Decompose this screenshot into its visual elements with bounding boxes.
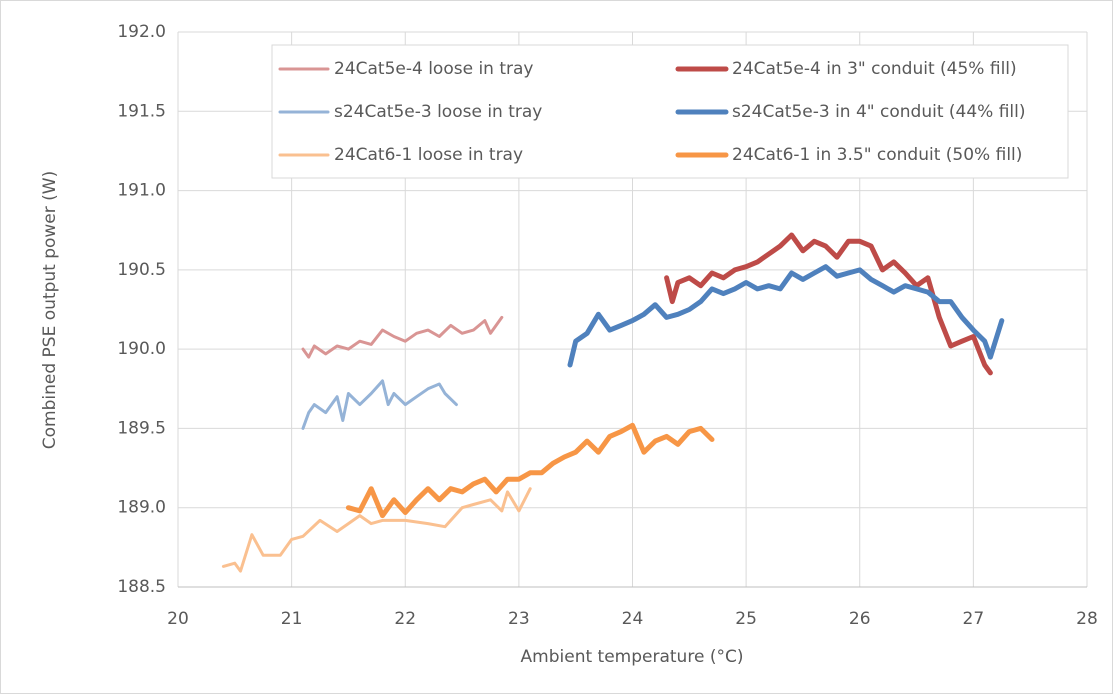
legend-label: 24Cat6-1 in 3.5" conduit (50% fill) <box>732 145 1022 165</box>
legend-label: 24Cat5e-4 loose in tray <box>334 59 534 79</box>
y-axis-title: Combined PSE output power (W) <box>40 171 60 449</box>
series-line <box>345 422 715 519</box>
y-tick-label: 188.5 <box>117 577 166 597</box>
y-tick-label: 192.0 <box>117 22 166 42</box>
legend-label: s24Cat5e-3 in 4" conduit (44% fill) <box>732 102 1026 122</box>
x-tick-label: 24 <box>622 609 644 629</box>
y-tick-label: 190.5 <box>117 260 166 280</box>
y-tick-label: 191.0 <box>117 181 166 201</box>
x-tick-label: 22 <box>394 609 416 629</box>
x-tick-label: 28 <box>1076 609 1098 629</box>
legend-box <box>271 44 1069 179</box>
x-tick-label: 21 <box>281 609 303 629</box>
legend-label: 24Cat6-1 loose in tray <box>334 145 523 165</box>
series-line <box>664 232 993 376</box>
legend-label: s24Cat5e-3 loose in tray <box>334 102 542 122</box>
y-tick-label: 191.5 <box>117 101 166 121</box>
legend: 24Cat5e-4 loose in tray 24Cat5e-4 in 3" c… <box>271 44 1069 179</box>
x-tick-label: 23 <box>508 609 530 629</box>
x-tick-label: 20 <box>167 609 189 629</box>
series-line <box>221 487 532 573</box>
y-tick-label: 189.0 <box>117 498 166 518</box>
x-tick-label: 26 <box>849 609 871 629</box>
series-line <box>301 315 504 359</box>
legend-label: 24Cat5e-4 in 3" conduit (45% fill) <box>732 59 1017 79</box>
y-tick-label: 190.0 <box>117 339 166 359</box>
y-tick-label: 189.5 <box>117 418 166 438</box>
series-line <box>567 264 1005 368</box>
x-tick-label: 27 <box>963 609 985 629</box>
x-axis-title: Ambient temperature (°C) <box>521 647 744 667</box>
series-line <box>301 379 458 430</box>
x-tick-label: 25 <box>735 609 757 629</box>
